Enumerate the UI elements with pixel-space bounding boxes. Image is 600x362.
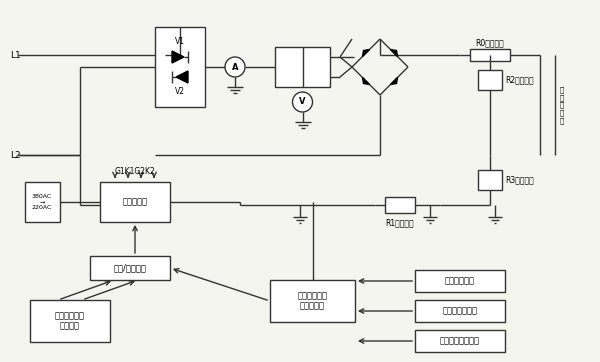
Bar <box>30 300 110 342</box>
Text: 高壓電場參數
手動設定: 高壓電場參數 手動設定 <box>55 311 85 331</box>
Polygon shape <box>391 77 398 85</box>
Text: R1電流取樣: R1電流取樣 <box>386 219 415 227</box>
Circle shape <box>293 92 313 112</box>
Bar <box>478 170 502 190</box>
Bar <box>25 182 60 222</box>
Bar <box>90 256 170 280</box>
Text: L1: L1 <box>10 51 21 59</box>
Bar <box>415 330 505 352</box>
Text: 電
除
塵
本
體: 電 除 塵 本 體 <box>560 87 564 123</box>
Text: 微機控制器: 微機控制器 <box>122 198 148 206</box>
Text: 煙塵含量反饋模塊: 煙塵含量反饋模塊 <box>440 337 480 345</box>
Polygon shape <box>391 50 398 56</box>
Bar <box>470 49 510 61</box>
Text: 水煤比反饋模塊: 水煤比反饋模塊 <box>443 307 478 316</box>
Polygon shape <box>172 51 184 63</box>
Bar <box>100 182 170 222</box>
Circle shape <box>225 57 245 77</box>
Text: 380AC
→
220AC: 380AC → 220AC <box>32 194 52 210</box>
Text: V: V <box>299 97 306 106</box>
Text: 手動/自動切換: 手動/自動切換 <box>113 264 146 273</box>
Polygon shape <box>362 77 370 85</box>
Bar <box>415 300 505 322</box>
Text: 高壓電場參數
自動控制器: 高壓電場參數 自動控制器 <box>298 291 328 311</box>
Text: G1K1G2K2: G1K1G2K2 <box>115 168 155 177</box>
Bar <box>385 197 415 213</box>
Bar <box>270 280 355 322</box>
Text: 負荷反饋模塊: 負荷反饋模塊 <box>445 277 475 286</box>
Polygon shape <box>176 71 188 83</box>
Bar <box>415 270 505 292</box>
Text: L2: L2 <box>10 151 20 160</box>
Bar <box>275 47 330 87</box>
Text: R3電壓取樣: R3電壓取樣 <box>505 176 534 185</box>
Text: V2: V2 <box>175 88 185 97</box>
Text: V1: V1 <box>175 38 185 46</box>
Text: R2電壓取樣: R2電壓取樣 <box>505 76 533 84</box>
Text: R0阻尼電阻: R0阻尼電阻 <box>476 38 505 47</box>
Bar <box>478 70 502 90</box>
Polygon shape <box>362 50 370 56</box>
Bar <box>155 27 205 107</box>
Text: A: A <box>232 63 238 72</box>
